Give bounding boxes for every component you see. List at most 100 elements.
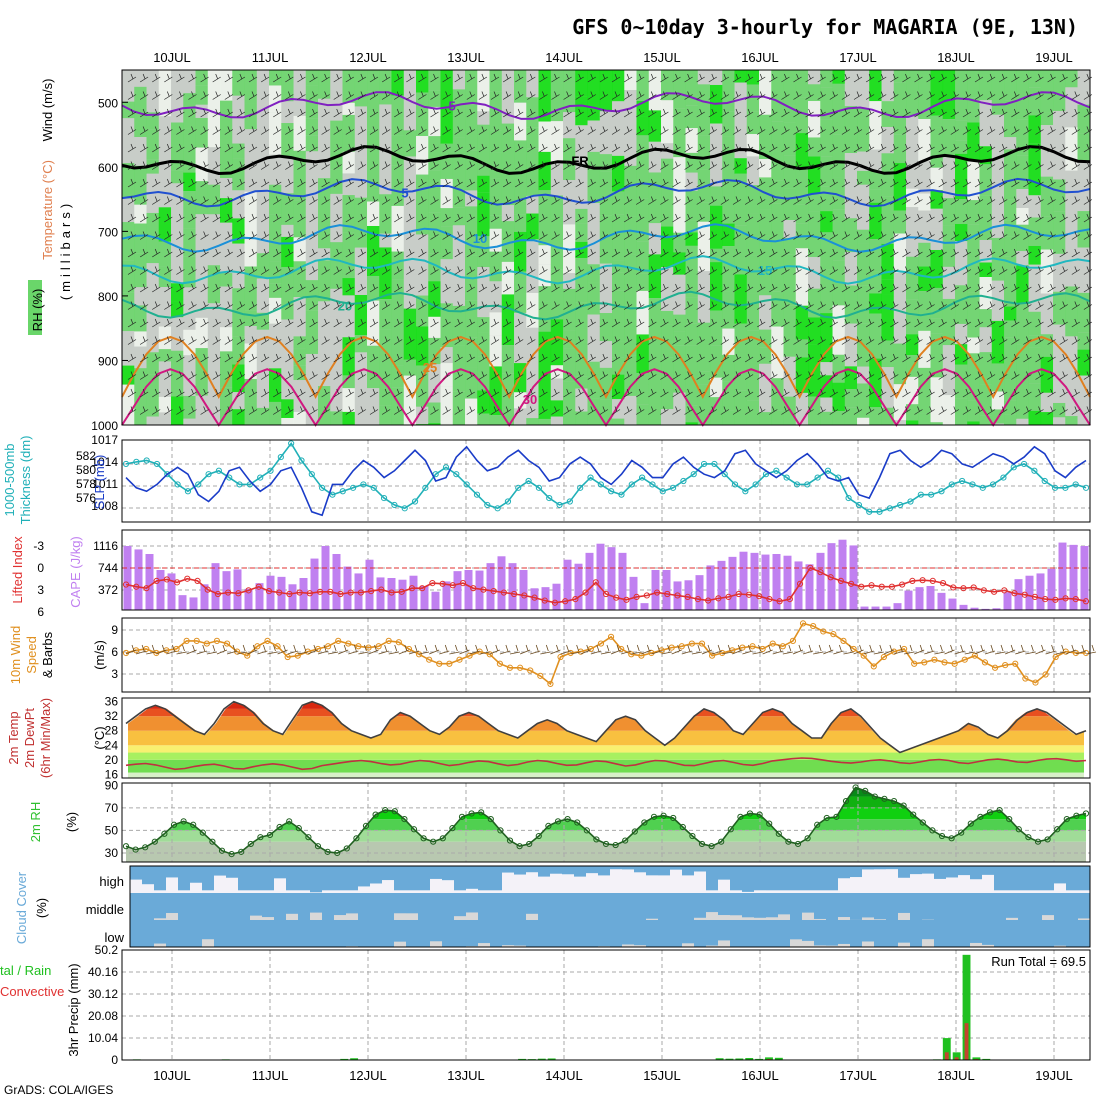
- wind-barb: [502, 371, 512, 380]
- wind-barb: [1011, 231, 1020, 240]
- wind-barb: [878, 231, 887, 240]
- cape-bar: [926, 586, 935, 610]
- lifted-index-point: [276, 589, 283, 596]
- thickness-point: [267, 467, 274, 474]
- rh-cell: [624, 355, 637, 396]
- wind-barb: [950, 213, 959, 223]
- rh-cell: [881, 243, 895, 280]
- wind-barb: [236, 196, 246, 205]
- rh-cell: [1065, 260, 1078, 287]
- wind-barb: [878, 126, 887, 135]
- thickness-point: [948, 481, 955, 488]
- wind-barb: [394, 126, 403, 135]
- cloud-cell: [526, 872, 538, 893]
- wind-barb: [744, 371, 754, 380]
- wind-barb: [829, 336, 838, 345]
- wind-barb: [333, 283, 342, 293]
- wind-barb: [696, 353, 705, 363]
- wind-barb: [430, 283, 439, 293]
- rh-cell: [501, 70, 515, 85]
- rh-cell: [146, 352, 160, 375]
- wind-barb: [708, 161, 717, 170]
- wind-barb: [515, 388, 524, 398]
- wind-barb: [236, 231, 246, 240]
- wind-barb: [418, 266, 427, 275]
- wind-barb: [829, 143, 838, 153]
- rh-cell: [318, 70, 331, 99]
- wind-barb: [309, 108, 318, 118]
- wind-barb: [817, 143, 826, 153]
- rh-cell: [734, 111, 748, 159]
- rh-cell: [1016, 155, 1029, 190]
- cloud-cell: [850, 877, 862, 893]
- wind-barb: [696, 318, 705, 328]
- wind-barb: [273, 143, 282, 153]
- rh-cell: [134, 398, 147, 425]
- wind-barb: [406, 266, 415, 275]
- wind10m-barb: [590, 644, 601, 655]
- wind-barb: [236, 266, 246, 275]
- lifted-index-point: [327, 588, 334, 595]
- isotherm-line: [121, 91, 1091, 120]
- cloud-cell: [310, 912, 322, 920]
- thickness-point: [597, 481, 604, 488]
- precip-convective-bar: [954, 1057, 959, 1060]
- lifted-index-point: [368, 587, 375, 595]
- wind-barb: [466, 91, 475, 100]
- wind-barb: [442, 388, 451, 398]
- thickness-tick: 576: [76, 491, 96, 505]
- rh-cell: [158, 396, 172, 413]
- wind-barb: [974, 388, 984, 398]
- rh-band: [126, 807, 1086, 820]
- wind-barb: [636, 231, 645, 240]
- rh-cell: [759, 235, 772, 252]
- wind-barb: [527, 91, 536, 100]
- rh2m-point: [324, 848, 331, 855]
- cloud-cell: [418, 890, 430, 893]
- wind-barb: [974, 336, 984, 345]
- wind-barb: [224, 406, 233, 415]
- rh-cell: [195, 214, 209, 232]
- wind-barb: [224, 161, 233, 170]
- cloud-cell: [130, 879, 142, 893]
- wind-barb: [1059, 213, 1068, 223]
- wind-barb: [260, 301, 270, 310]
- rh-cell: [906, 420, 919, 425]
- wind-barb: [164, 248, 173, 258]
- cloud-cell: [310, 892, 322, 893]
- wind-barb: [999, 388, 1008, 398]
- cloud-cell: [370, 883, 382, 893]
- wind-barb: [260, 388, 270, 398]
- wind-barb: [781, 318, 790, 328]
- wind-barb: [1047, 126, 1056, 135]
- wind-barb: [914, 406, 923, 415]
- wind-speed-point: [820, 628, 827, 635]
- wind-barb: [212, 231, 221, 240]
- wind-barb: [551, 196, 560, 205]
- wind-barb: [321, 196, 330, 205]
- wind-barb: [563, 108, 572, 118]
- wind-barb: [297, 266, 306, 275]
- wind-barb: [962, 336, 972, 345]
- wind10m-barb: [257, 644, 268, 655]
- wind-barb: [394, 283, 403, 293]
- wind-barb: [660, 318, 669, 328]
- wind-barb: [708, 283, 717, 293]
- wind10m-barb: [883, 644, 895, 655]
- wind-barb: [829, 283, 838, 293]
- temp2m-line: [125, 700, 1087, 754]
- wind-barb: [1047, 336, 1056, 345]
- wind-barb: [200, 161, 209, 170]
- rh-cell: [550, 195, 564, 218]
- wind-barb: [212, 161, 221, 170]
- rh-cell: [1016, 344, 1029, 368]
- isotherm-line: [121, 223, 1091, 253]
- precip-bar: [942, 1038, 951, 1060]
- wind10m-barb: [792, 644, 804, 655]
- wind-barb: [236, 406, 246, 415]
- wind10m-barb: [904, 644, 915, 655]
- rh-cell: [673, 405, 686, 425]
- rh-cell: [955, 364, 968, 399]
- wind-barb: [587, 301, 596, 310]
- wind-barb: [902, 108, 911, 118]
